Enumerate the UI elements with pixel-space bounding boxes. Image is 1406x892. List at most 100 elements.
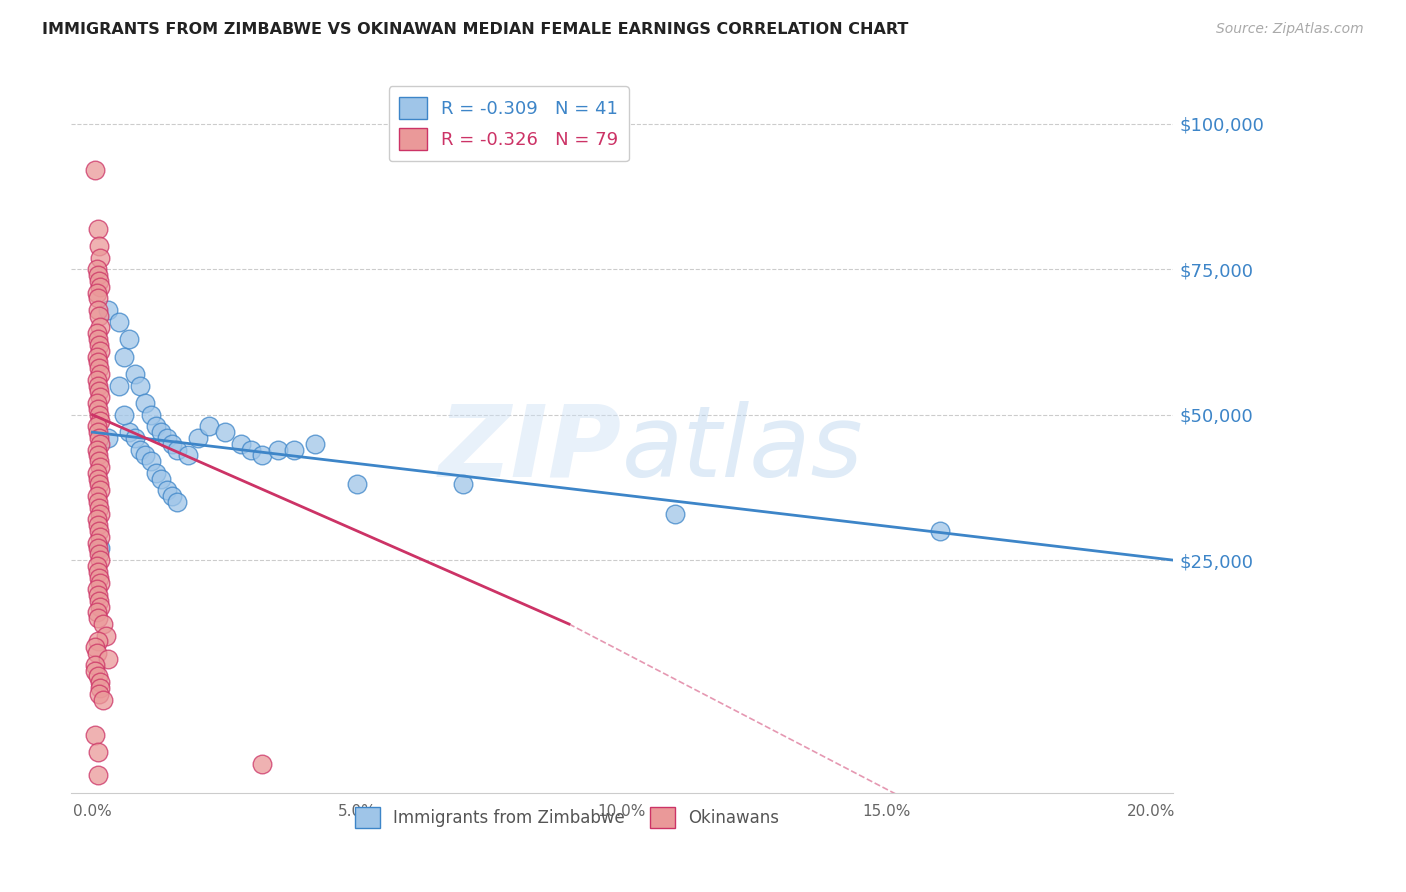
Point	[86, 442, 108, 457]
Point	[86, 378, 108, 392]
Point	[86, 745, 108, 759]
Point	[267, 442, 290, 457]
Point	[87, 361, 110, 376]
Point	[86, 606, 108, 620]
Point	[664, 507, 686, 521]
Point	[145, 419, 167, 434]
Point	[86, 489, 108, 503]
Point	[198, 419, 221, 434]
Point	[86, 350, 108, 364]
Point	[304, 436, 326, 450]
Point	[139, 454, 162, 468]
Point	[86, 634, 108, 648]
Point	[134, 449, 156, 463]
Point	[112, 350, 135, 364]
Point	[108, 315, 131, 329]
Point	[86, 373, 108, 387]
Point	[89, 507, 111, 521]
Point	[160, 436, 183, 450]
Point	[86, 582, 108, 596]
Point	[89, 553, 111, 567]
Point	[240, 442, 263, 457]
Point	[86, 303, 108, 318]
Point	[112, 408, 135, 422]
Point	[87, 500, 110, 515]
Point	[86, 355, 108, 369]
Point	[89, 460, 111, 475]
Point	[124, 367, 146, 381]
Point	[87, 570, 110, 584]
Point	[89, 530, 111, 544]
Point	[86, 449, 108, 463]
Legend: Immigrants from Zimbabwe, Okinawans: Immigrants from Zimbabwe, Okinawans	[349, 801, 786, 834]
Point	[87, 431, 110, 445]
Point	[89, 576, 111, 591]
Point	[97, 652, 120, 666]
Point	[283, 442, 305, 457]
Point	[177, 449, 200, 463]
Point	[118, 332, 141, 346]
Point	[86, 425, 108, 439]
Point	[87, 408, 110, 422]
Point	[150, 425, 173, 439]
Point	[250, 449, 273, 463]
Point	[87, 687, 110, 701]
Point	[84, 727, 107, 741]
Text: atlas: atlas	[621, 401, 863, 498]
Point	[86, 472, 108, 486]
Point	[89, 279, 111, 293]
Point	[129, 378, 152, 392]
Point	[86, 565, 108, 579]
Point	[160, 489, 183, 503]
Point	[86, 558, 108, 573]
Point	[89, 367, 111, 381]
Point	[229, 436, 252, 450]
Point	[214, 425, 236, 439]
Point	[139, 408, 162, 422]
Point	[84, 664, 107, 678]
Point	[86, 495, 108, 509]
Point	[87, 338, 110, 352]
Point	[89, 320, 111, 334]
Point	[84, 657, 107, 672]
Point	[451, 477, 474, 491]
Point	[166, 495, 188, 509]
Point	[155, 431, 177, 445]
Point	[86, 326, 108, 341]
Point	[87, 309, 110, 323]
Point	[86, 332, 108, 346]
Point	[86, 541, 108, 556]
Point	[91, 692, 114, 706]
Point	[86, 611, 108, 625]
Text: Source: ZipAtlas.com: Source: ZipAtlas.com	[1216, 22, 1364, 37]
Point	[87, 384, 110, 399]
Point	[86, 419, 108, 434]
Point	[86, 535, 108, 549]
Point	[108, 378, 131, 392]
Point	[166, 442, 188, 457]
Point	[87, 454, 110, 468]
Point	[124, 431, 146, 445]
Point	[86, 646, 108, 660]
Point	[89, 390, 111, 404]
Point	[87, 594, 110, 608]
Point	[86, 512, 108, 526]
Point	[84, 640, 107, 655]
Point	[86, 292, 108, 306]
Point	[134, 396, 156, 410]
Point	[87, 239, 110, 253]
Point	[97, 303, 120, 318]
Text: IMMIGRANTS FROM ZIMBABWE VS OKINAWAN MEDIAN FEMALE EARNINGS CORRELATION CHART: IMMIGRANTS FROM ZIMBABWE VS OKINAWAN MED…	[42, 22, 908, 37]
Point	[250, 756, 273, 771]
Point	[129, 442, 152, 457]
Point	[89, 251, 111, 265]
Point	[86, 285, 108, 300]
Point	[89, 413, 111, 427]
Point	[89, 681, 111, 695]
Point	[94, 629, 117, 643]
Point	[928, 524, 950, 538]
Point	[86, 588, 108, 602]
Point	[155, 483, 177, 498]
Point	[86, 221, 108, 235]
Point	[86, 268, 108, 282]
